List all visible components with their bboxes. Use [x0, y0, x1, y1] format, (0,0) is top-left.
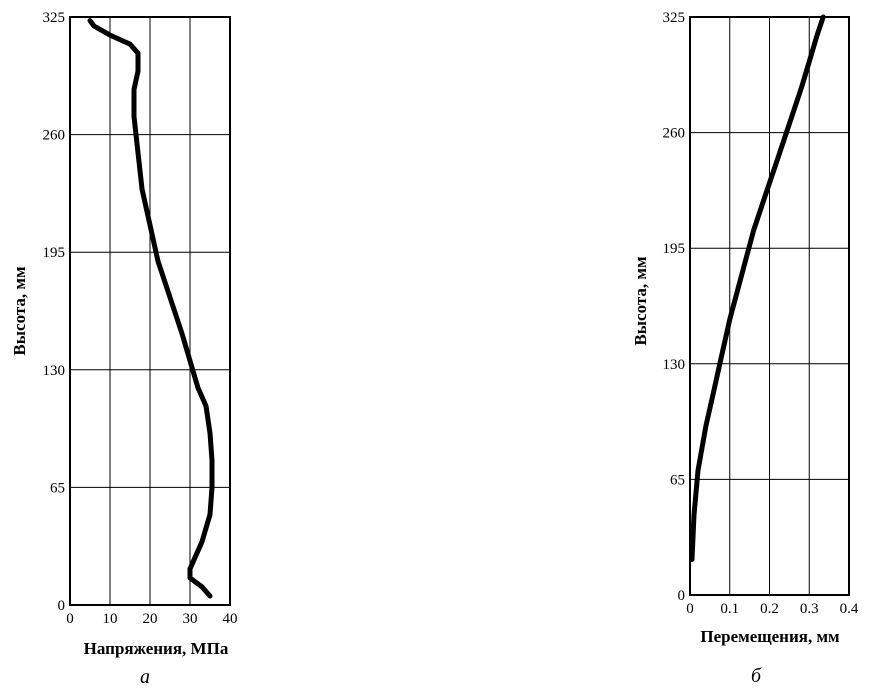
y-axis-label: Высота, мм: [10, 266, 29, 356]
series-line: [689, 14, 826, 562]
x-tick-label: 10: [103, 611, 118, 627]
x-axis-label: Напряжения, МПа: [84, 639, 229, 658]
x-axis-label: Перемещения, мм: [700, 627, 840, 646]
x-tick-label: 0: [66, 611, 74, 627]
y-tick-label: 0: [678, 588, 686, 604]
y-tick-label: 260: [43, 128, 66, 144]
y-tick-label: 260: [663, 126, 686, 142]
y-tick-label: 0: [58, 598, 66, 614]
x-tick-label: 20: [143, 611, 158, 627]
x-tick-label: 40: [223, 611, 238, 627]
panel-label: а: [140, 666, 150, 688]
panel-label: б: [751, 665, 762, 687]
x-tick-label: 0.1: [720, 601, 739, 617]
plot-frame: [689, 16, 850, 596]
chart-stress: Высота, мм Напряжения, МПа а 0 10 20 30 40 0 6…: [10, 10, 238, 688]
y-tick-label: 325: [43, 10, 66, 26]
x-tick-label: 30: [183, 611, 198, 627]
y-tick-label: 130: [43, 363, 66, 379]
y-axis-label: Высота, мм: [631, 256, 650, 346]
y-tick-label: 195: [43, 245, 66, 261]
y-tick-label: 130: [663, 357, 686, 373]
chart-displacement: Высота, мм Перемещения, мм б 0 0.1 0.2 0.3 0…: [631, 10, 859, 687]
series-line: [87, 18, 215, 599]
plot-frame: [69, 16, 231, 606]
x-tick-label: 0.4: [840, 601, 859, 617]
x-tick-label: 0: [686, 601, 694, 617]
y-tick-label: 65: [50, 480, 65, 496]
y-tick-label: 65: [670, 472, 685, 488]
x-tick-label: 0.2: [760, 601, 779, 617]
y-tick-label: 325: [663, 10, 686, 26]
y-tick-label: 195: [663, 241, 686, 257]
x-tick-label: 0.3: [800, 601, 819, 617]
